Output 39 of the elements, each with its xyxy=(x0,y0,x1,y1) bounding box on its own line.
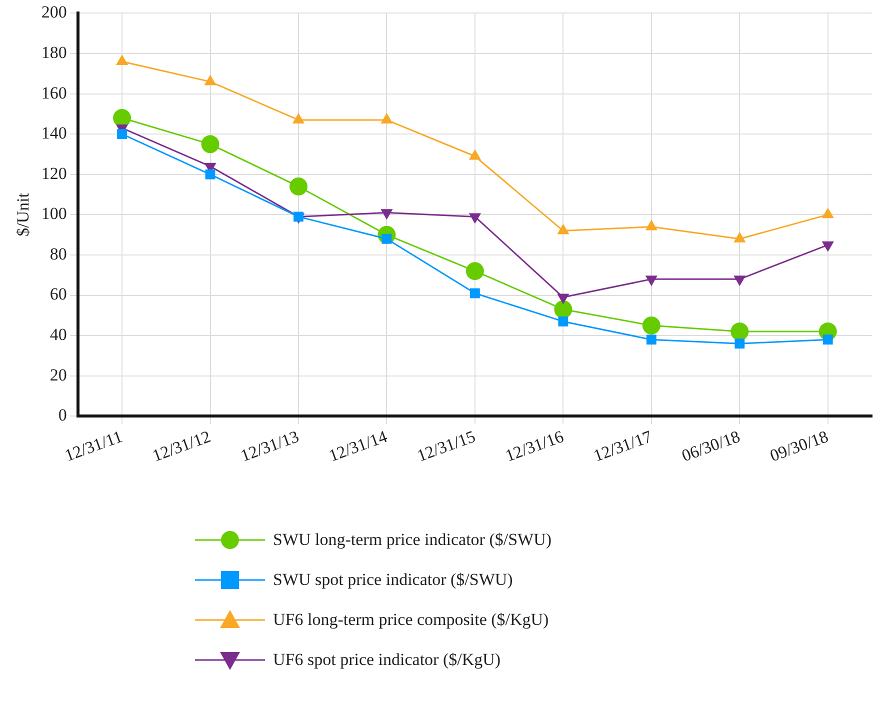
point xyxy=(554,300,572,318)
point xyxy=(557,224,570,234)
y-tick-label: 200 xyxy=(41,2,67,22)
y-tick-label: 20 xyxy=(50,365,67,384)
point xyxy=(292,112,305,124)
point xyxy=(113,108,132,127)
y-tick-label: 140 xyxy=(41,124,67,143)
y-tick-label: 0 xyxy=(58,406,67,425)
point xyxy=(468,149,482,160)
y-axis-title: $/Unit xyxy=(14,192,33,236)
legend-label: SWU long-term price indicator ($/SWU) xyxy=(273,530,552,550)
y-tick-label: 40 xyxy=(50,325,67,344)
point xyxy=(116,54,128,66)
point xyxy=(734,338,745,349)
point xyxy=(822,334,833,345)
legend-label: UF6 long-term price composite ($/KgU) xyxy=(273,610,549,630)
point xyxy=(558,316,568,326)
y-tick-label: 60 xyxy=(50,284,67,304)
point xyxy=(204,74,216,86)
y-tick-label: 160 xyxy=(41,83,67,102)
y-tick-label: 120 xyxy=(41,164,67,183)
y-tick-label: 180 xyxy=(41,42,67,62)
point xyxy=(380,112,393,124)
point xyxy=(470,288,480,298)
legend-label: UF6 spot price indicator ($/KgU) xyxy=(273,650,501,670)
point xyxy=(289,177,308,196)
point xyxy=(734,232,746,242)
point xyxy=(642,316,660,334)
y-tick-label: 100 xyxy=(41,204,67,224)
point xyxy=(117,129,127,140)
y-tick-label: 80 xyxy=(50,244,67,264)
point xyxy=(201,135,220,154)
point xyxy=(205,169,216,180)
legend-label: SWU spot price indicator ($/SWU) xyxy=(273,570,513,590)
point xyxy=(822,208,834,218)
point xyxy=(645,220,658,230)
point xyxy=(466,262,484,280)
point xyxy=(730,322,749,341)
point xyxy=(646,334,656,345)
